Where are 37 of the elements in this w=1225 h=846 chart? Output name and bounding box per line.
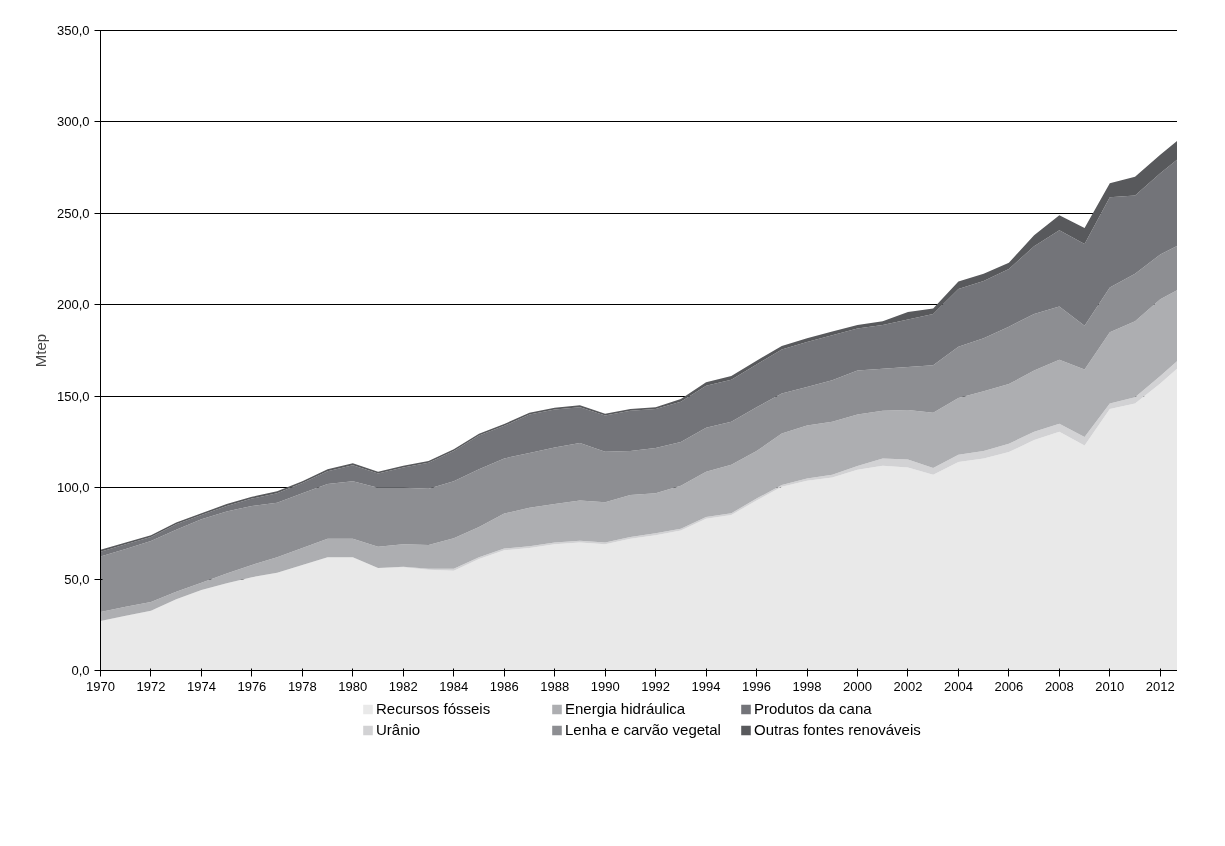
legend-label: Lenha e carvão vegetal <box>565 721 722 738</box>
x-tick-label: 1978 <box>287 678 317 694</box>
y-axis-title: Mtep <box>31 333 49 368</box>
x-tick-label: 1994 <box>691 678 721 694</box>
legend-label: Produtos da cana <box>754 700 873 717</box>
x-tick-label: 1996 <box>742 678 772 694</box>
legend-label: Energia hidráulica <box>565 700 687 717</box>
x-tick-label: 1970 <box>86 678 115 694</box>
x-tick-label: 1972 <box>136 678 166 694</box>
y-tick-label: 100,0 <box>56 480 90 496</box>
y-tick-label: 250,0 <box>56 205 90 221</box>
x-tick-label: 2012 <box>1145 678 1175 694</box>
x-tick-label: 1980 <box>338 678 368 694</box>
x-tick-label: 2000 <box>843 678 872 694</box>
x-tick-label: 1990 <box>590 678 620 694</box>
x-tick-label: 2004 <box>943 678 973 694</box>
x-tick-label: 2006 <box>994 678 1024 694</box>
x-tick-label: 1988 <box>540 678 570 694</box>
x-tick-label: 1986 <box>489 678 519 694</box>
x-tick-label: 1982 <box>388 678 418 694</box>
y-tick-label: 200,0 <box>56 297 90 313</box>
x-tick-label: 1974 <box>186 678 216 694</box>
x-tick-label: 1976 <box>237 678 267 694</box>
y-tick-label: 0,0 <box>71 663 90 678</box>
x-tick-label: 2002 <box>893 678 923 694</box>
legend-label: Urânio <box>376 721 422 738</box>
x-tick-label: 1998 <box>792 678 822 694</box>
x-tick-label: 1992 <box>641 678 671 694</box>
y-tick-label: 150,0 <box>56 388 90 404</box>
x-tick-label: 1984 <box>439 678 469 694</box>
y-tick-label: 300,0 <box>56 114 90 130</box>
x-tick-label: 2010 <box>1095 678 1125 694</box>
y-tick-label: 350,0 <box>56 23 90 38</box>
legend-label: Recursos fósseis <box>376 700 492 717</box>
y-tick-label: 50,0 <box>64 571 90 587</box>
x-tick-label: 2008 <box>1044 678 1074 694</box>
legend-label: Outras fontes renováveis <box>754 721 922 738</box>
